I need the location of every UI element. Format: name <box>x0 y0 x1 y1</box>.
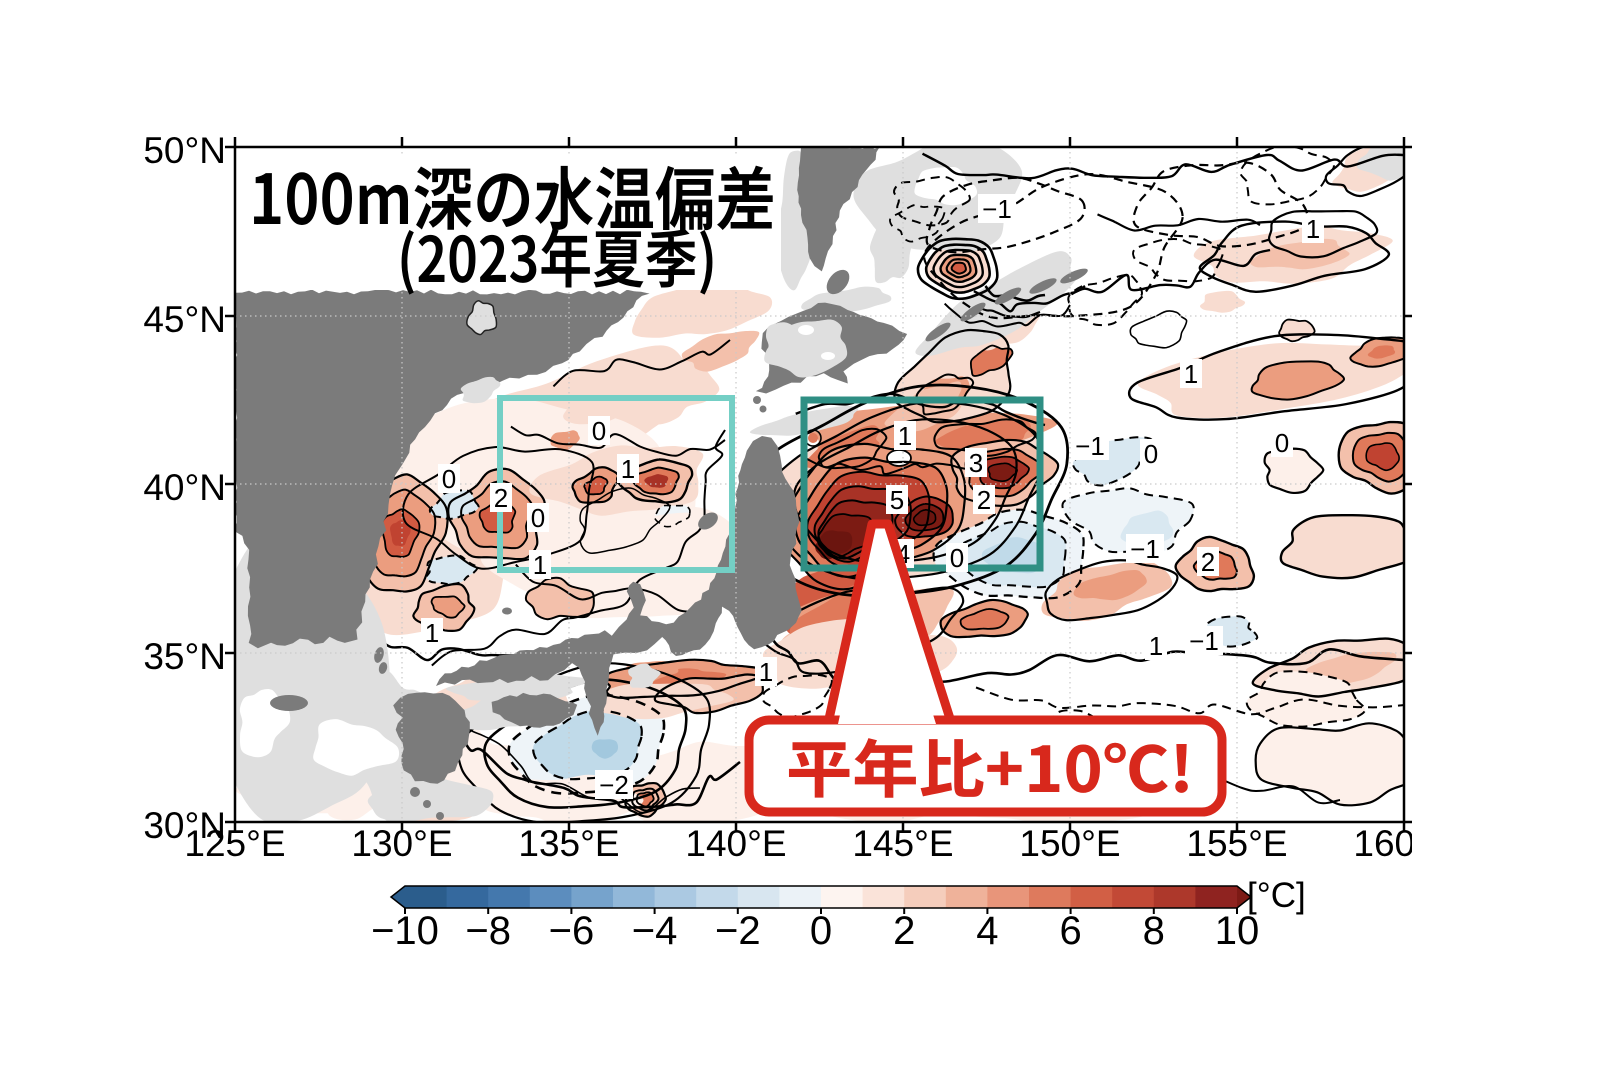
svg-text:130°E: 130°E <box>351 823 452 864</box>
svg-text:1: 1 <box>898 421 912 451</box>
svg-text:0: 0 <box>592 416 606 446</box>
svg-text:−1: −1 <box>1130 534 1160 564</box>
svg-text:45°N: 45°N <box>143 299 226 340</box>
svg-text:−1: −1 <box>1189 626 1219 656</box>
svg-text:2: 2 <box>893 909 915 953</box>
svg-text:2: 2 <box>977 485 991 515</box>
svg-text:1: 1 <box>425 618 439 648</box>
svg-text:−2: −2 <box>715 909 761 953</box>
svg-text:10: 10 <box>1215 909 1260 953</box>
svg-text:40°N: 40°N <box>143 467 226 508</box>
svg-text:−1: −1 <box>982 194 1012 224</box>
svg-text:−4: −4 <box>632 909 678 953</box>
svg-text:−2: −2 <box>599 770 629 800</box>
svg-text:35°N: 35°N <box>143 636 226 677</box>
svg-text:125°E: 125°E <box>184 823 285 864</box>
svg-text:[°C]: [°C] <box>1247 876 1306 915</box>
svg-text:0: 0 <box>1144 439 1158 469</box>
svg-text:3: 3 <box>969 448 983 478</box>
svg-text:30°N: 30°N <box>143 805 226 846</box>
svg-text:2: 2 <box>1201 547 1215 577</box>
svg-text:5: 5 <box>890 485 904 515</box>
svg-text:2: 2 <box>494 483 508 513</box>
svg-text:1: 1 <box>621 454 635 484</box>
svg-text:0: 0 <box>1275 428 1289 458</box>
svg-text:1: 1 <box>1306 214 1320 244</box>
svg-text:1: 1 <box>1184 359 1198 389</box>
svg-text:150°E: 150°E <box>1019 823 1120 864</box>
svg-text:1: 1 <box>1149 631 1163 661</box>
svg-text:145°E: 145°E <box>852 823 953 864</box>
svg-text:0: 0 <box>531 503 545 533</box>
svg-text:50°N: 50°N <box>143 130 226 171</box>
svg-text:−6: −6 <box>549 909 595 953</box>
svg-text:0: 0 <box>810 909 832 953</box>
svg-text:155°E: 155°E <box>1186 823 1287 864</box>
svg-text:140°E: 140°E <box>685 823 786 864</box>
svg-text:−8: −8 <box>465 909 511 953</box>
svg-text:0: 0 <box>950 543 964 573</box>
svg-text:−1: −1 <box>1075 431 1105 461</box>
svg-text:4: 4 <box>976 909 998 953</box>
svg-text:−10: −10 <box>371 909 439 953</box>
svg-text:6: 6 <box>1059 909 1081 953</box>
svg-text:0: 0 <box>442 464 456 494</box>
svg-text:8: 8 <box>1143 909 1165 953</box>
svg-text:135°E: 135°E <box>518 823 619 864</box>
svg-text:1: 1 <box>533 550 547 580</box>
svg-text:1: 1 <box>759 657 773 687</box>
